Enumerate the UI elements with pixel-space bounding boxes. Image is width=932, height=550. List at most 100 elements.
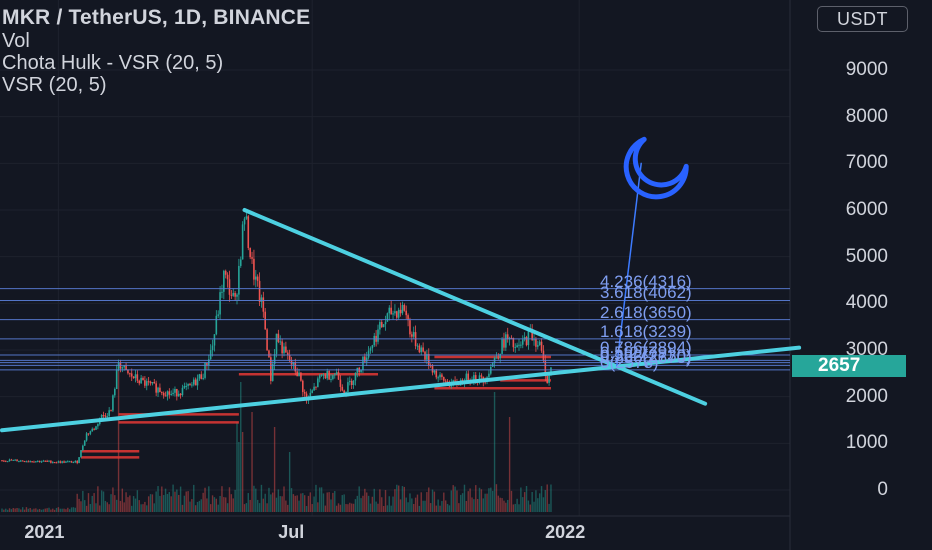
volume-bar	[476, 499, 479, 512]
volume-bar	[317, 502, 319, 512]
candle-body	[409, 320, 411, 335]
candle-body	[251, 257, 253, 259]
volume-bar	[115, 499, 118, 512]
candle-body	[74, 460, 77, 463]
volume-bar	[10, 509, 13, 512]
candle-body	[525, 337, 528, 346]
candle-body	[523, 337, 526, 340]
volume-bar	[349, 502, 351, 512]
volume-bar	[392, 496, 394, 512]
volume-bar	[518, 504, 520, 512]
candle-body	[72, 462, 75, 464]
candle-body	[245, 216, 248, 219]
volume-bar	[129, 495, 131, 512]
volume-bar	[548, 503, 550, 512]
volume-bar	[272, 492, 274, 512]
volume-bar	[219, 495, 221, 512]
candle-body	[6, 461, 9, 463]
candle-body	[8, 459, 11, 462]
candle-body	[112, 395, 114, 411]
candle-body	[174, 388, 176, 393]
fib-level-label: 0(2573)	[600, 352, 659, 372]
candle-body	[535, 338, 537, 347]
candle-body	[12, 459, 15, 461]
candle-body	[260, 297, 263, 302]
symbol-title[interactable]: MKR / TetherUS, 1D, BINANCE	[2, 6, 311, 29]
indicator-volume[interactable]: Vol	[2, 30, 30, 52]
candle-body	[234, 292, 236, 297]
volume-bar	[241, 432, 244, 512]
candle-body	[505, 334, 507, 348]
fib-level-label: 0.786(2894)	[600, 337, 692, 357]
volume-bar	[467, 491, 469, 512]
currency-button[interactable]: USDT	[817, 6, 908, 32]
candle-body	[170, 394, 172, 396]
volume-bar	[140, 504, 142, 512]
candle-body	[294, 362, 297, 372]
volume-bar	[343, 494, 345, 512]
volume-bar	[441, 501, 443, 512]
candle-body	[57, 461, 60, 463]
candle-body	[102, 415, 105, 417]
volume-bar	[307, 495, 310, 512]
indicator-chota-hulk-vsr[interactable]: Chota Hulk - VSR (20, 5)	[2, 52, 224, 74]
volume-bar	[364, 488, 366, 512]
candle-body	[426, 353, 428, 360]
candle-body	[132, 376, 135, 379]
candle-body	[531, 329, 533, 341]
volume-bar	[319, 487, 321, 512]
volume-bar	[27, 508, 30, 512]
price-tick-label: 8000	[845, 105, 888, 127]
candle-body	[399, 309, 402, 314]
candle-body	[501, 339, 503, 354]
volume-bar	[23, 509, 26, 512]
volume-bar	[14, 508, 16, 512]
candle-body	[360, 369, 362, 373]
candle-body	[510, 337, 513, 339]
candle-body	[424, 351, 426, 360]
volume-bar	[444, 500, 447, 512]
volume-bar	[373, 488, 375, 512]
volume-bar	[407, 502, 409, 512]
volume-bar	[288, 452, 291, 512]
volume-bar	[341, 495, 343, 512]
volume-bar	[527, 500, 530, 512]
volume-bar	[108, 504, 110, 512]
time-tick-label: 2021	[24, 522, 65, 542]
volume-bar	[405, 497, 407, 512]
volume-bar	[243, 504, 246, 512]
price-tick-label: 3000	[845, 339, 888, 360]
volume-bar	[523, 492, 526, 512]
candle-body	[80, 450, 82, 458]
candle-body	[23, 461, 26, 463]
volume-bar	[381, 497, 383, 512]
volume-bar	[132, 496, 135, 512]
volume-bar	[33, 508, 35, 512]
volume-bar	[358, 486, 360, 512]
volume-bar	[29, 507, 31, 512]
indicator-vsr[interactable]: VSR (20, 5)	[2, 74, 107, 96]
volume-bar	[514, 503, 516, 512]
candle-body	[196, 378, 199, 386]
candle-body	[70, 461, 73, 463]
volume-bar	[510, 490, 513, 512]
candle-body	[403, 304, 406, 311]
candle-body	[127, 369, 129, 374]
volume-bar	[44, 508, 46, 512]
volume-bar	[273, 427, 276, 512]
candle-body	[333, 374, 336, 376]
volume-bar	[255, 488, 257, 512]
volume-bar	[50, 509, 52, 512]
candle-body	[78, 457, 80, 464]
volume-bar	[311, 504, 313, 512]
candle-body	[388, 307, 391, 314]
volume-bar	[226, 503, 229, 512]
volume-bar	[437, 499, 439, 512]
volume-bar	[469, 488, 471, 512]
candle-body	[364, 356, 366, 362]
candle-body	[286, 352, 289, 355]
volume-bar	[240, 382, 242, 512]
candle-body	[65, 461, 67, 463]
volume-bar	[247, 493, 249, 512]
